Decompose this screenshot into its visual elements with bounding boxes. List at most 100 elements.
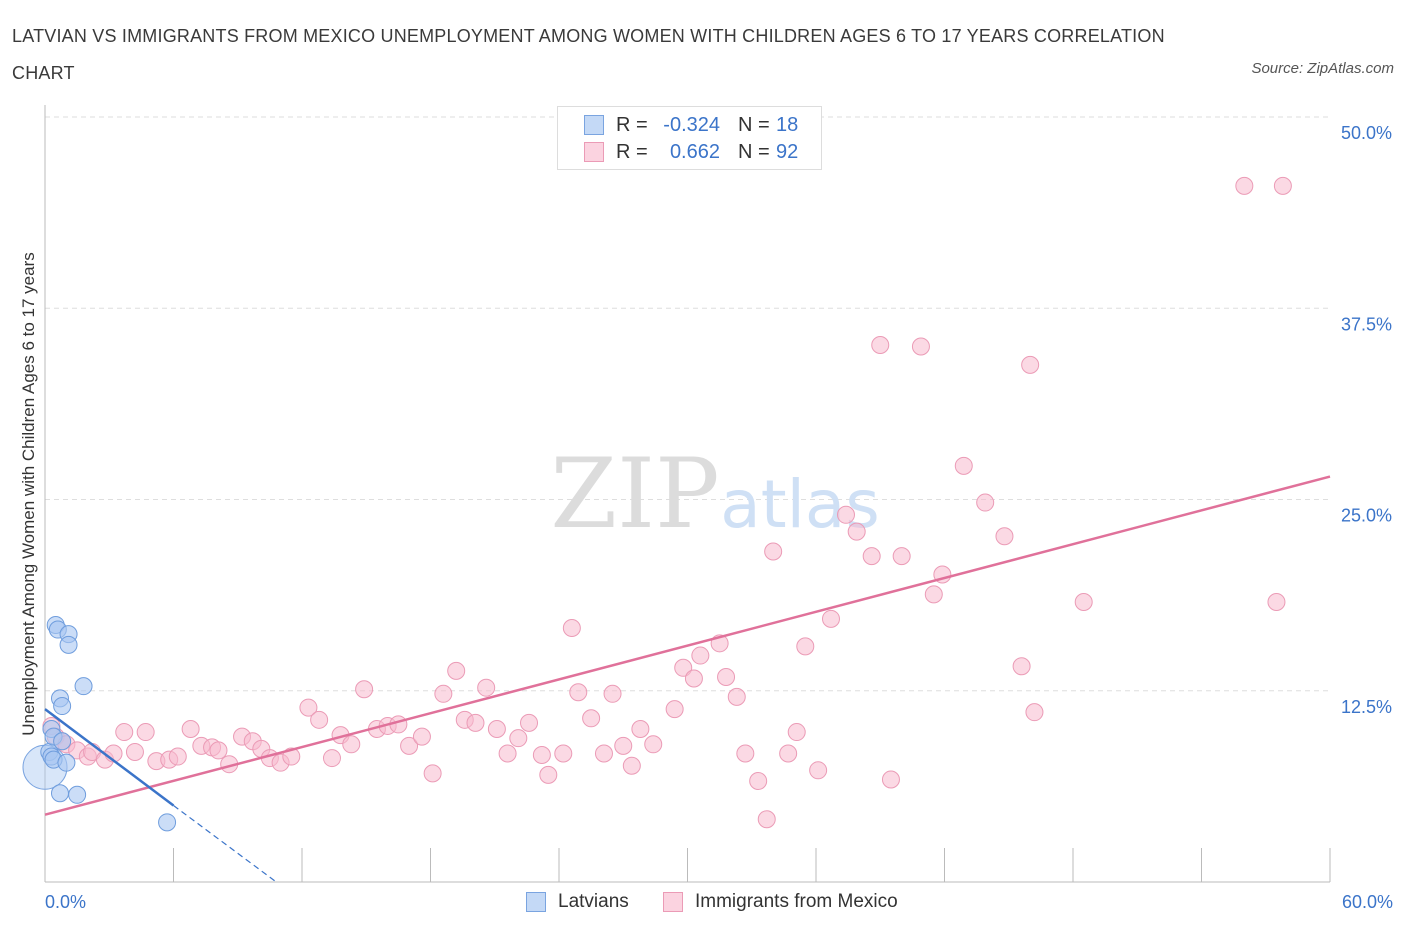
point-mexico xyxy=(749,772,768,791)
point-mexico xyxy=(1021,355,1040,374)
trend-lines xyxy=(44,475,1331,883)
point-mexico xyxy=(539,765,558,784)
point-mexico xyxy=(736,744,755,763)
point-mexico xyxy=(466,713,485,732)
point-mexico xyxy=(400,736,419,755)
point-latvians xyxy=(57,753,76,772)
y-tick-label: 50.0% xyxy=(1341,123,1392,143)
point-mexico xyxy=(954,456,973,475)
point-mexico xyxy=(603,684,622,703)
point-latvians xyxy=(53,732,72,751)
point-mexico xyxy=(691,646,710,665)
point-latvians xyxy=(59,635,78,654)
n-value: 92 xyxy=(776,140,799,163)
point-mexico xyxy=(532,746,551,765)
legend-swatch-mexico xyxy=(663,892,683,912)
point-mexico xyxy=(862,547,881,566)
point-mexico xyxy=(562,619,581,638)
point-mexico xyxy=(644,735,663,754)
point-mexico xyxy=(995,527,1014,546)
point-mexico xyxy=(684,669,703,688)
point-latvians xyxy=(68,785,87,804)
point-mexico xyxy=(310,710,329,729)
legend-swatch-latvians xyxy=(526,892,546,912)
point-mexico xyxy=(554,744,573,763)
point-mexico xyxy=(1012,657,1031,676)
source-label: Source: ZipAtlas.com xyxy=(1251,60,1394,77)
point-mexico xyxy=(582,709,601,728)
n-label: N = xyxy=(738,140,770,163)
series-mexico xyxy=(42,176,1292,829)
point-mexico xyxy=(976,493,995,512)
y-tick-label: 25.0% xyxy=(1341,506,1392,526)
point-mexico xyxy=(622,756,641,775)
point-mexico xyxy=(509,729,528,748)
point-mexico xyxy=(821,609,840,628)
point-mexico xyxy=(136,723,155,742)
point-mexico xyxy=(115,723,134,742)
point-mexico xyxy=(434,684,453,703)
x-tick-label: 60.0% xyxy=(1342,892,1393,912)
point-mexico xyxy=(779,744,798,763)
stats-legend: R = -0.324 N = 18 R = 0.662 N = 92 xyxy=(557,106,822,170)
point-mexico xyxy=(911,337,930,356)
point-mexico xyxy=(342,735,361,754)
point-latvians xyxy=(74,677,93,696)
swatch-mexico xyxy=(584,142,604,162)
point-mexico xyxy=(836,505,855,524)
point-mexico xyxy=(717,667,736,686)
point-mexico xyxy=(181,720,200,738)
point-latvians xyxy=(50,784,69,803)
point-mexico xyxy=(881,770,900,789)
point-mexico xyxy=(477,678,496,697)
y-tick-label: 37.5% xyxy=(1341,314,1392,334)
point-mexico xyxy=(498,744,517,763)
point-mexico xyxy=(757,810,776,829)
point-latvians xyxy=(158,813,177,832)
legend-label-mexico: Immigrants from Mexico xyxy=(695,891,898,912)
y-tick-label: 12.5% xyxy=(1341,697,1392,717)
point-mexico xyxy=(125,742,144,761)
swatch-latvians xyxy=(584,115,604,135)
point-mexico xyxy=(282,747,301,766)
point-mexico xyxy=(1025,703,1044,722)
stats-row-latvians: R = -0.324 N = 18 xyxy=(584,113,798,137)
point-mexico xyxy=(614,736,633,755)
trend-line-latvians xyxy=(44,708,175,807)
point-mexico xyxy=(423,764,442,783)
point-mexico xyxy=(796,637,815,656)
r-label: R = xyxy=(616,113,648,136)
point-mexico xyxy=(209,741,228,760)
chart-title: LATVIAN VS IMMIGRANTS FROM MEXICO UNEMPL… xyxy=(12,26,1165,83)
point-mexico xyxy=(447,661,466,680)
point-mexico xyxy=(299,698,318,717)
n-value: 18 xyxy=(776,113,799,136)
x-tick-label: 0.0% xyxy=(45,892,86,912)
point-latvians xyxy=(53,697,72,716)
stats-row-mexico: R = 0.662 N = 92 xyxy=(584,140,798,164)
trend-line-mexico xyxy=(44,475,1331,816)
point-mexico xyxy=(1273,176,1292,195)
point-mexico xyxy=(871,335,890,354)
r-label: R = xyxy=(616,140,648,163)
point-mexico xyxy=(764,542,783,561)
point-mexico xyxy=(674,658,693,677)
point-mexico xyxy=(847,522,866,541)
point-mexico xyxy=(594,744,613,763)
point-mexico xyxy=(809,761,828,780)
legend-item-mexico[interactable]: Immigrants from Mexico xyxy=(663,888,898,916)
gridlines xyxy=(45,116,1330,692)
point-mexico xyxy=(322,749,341,768)
point-mexico xyxy=(665,700,684,719)
watermark-zip: ZIP xyxy=(550,438,719,550)
point-mexico xyxy=(487,720,506,738)
r-value: 0.662 xyxy=(669,140,720,163)
point-mexico xyxy=(1074,593,1093,612)
point-mexico xyxy=(520,713,539,732)
tick-labels: 12.5% 25.0% 37.5% 50.0% 0.0% 60.0% xyxy=(45,123,1393,912)
legend-item-latvians[interactable]: Latvians xyxy=(526,888,629,916)
trend-line-latvians-extension xyxy=(173,805,277,883)
point-mexico xyxy=(1235,176,1254,195)
point-mexico xyxy=(631,720,650,738)
